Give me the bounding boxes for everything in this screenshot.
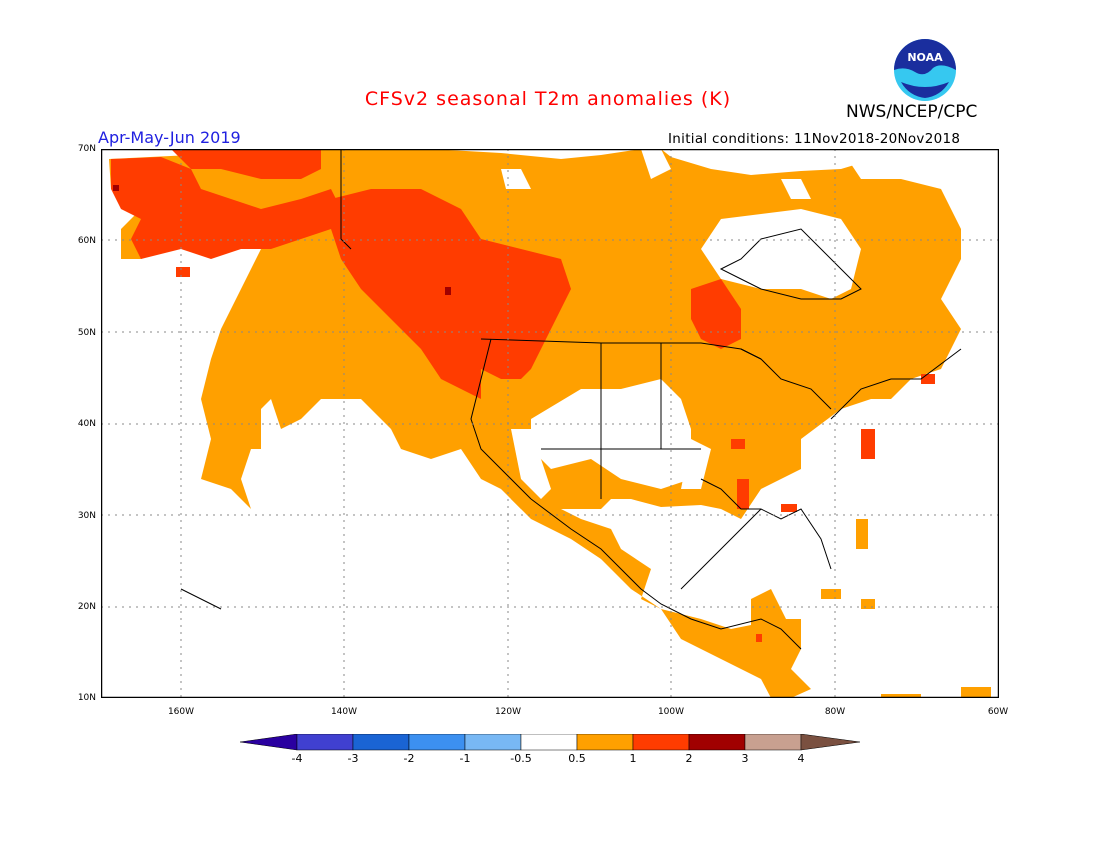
org-label: NWS/NCEP/CPC (846, 102, 978, 122)
colorbar-arrow-low (240, 734, 298, 751)
colorbar-bin (408, 734, 466, 751)
colorbar-label: 4 (797, 752, 805, 765)
colorbar (240, 734, 861, 751)
colorbar-label: 1 (629, 752, 637, 765)
colorbar-bin (352, 734, 410, 751)
colorbar-bin (296, 734, 354, 751)
colorbar-bin (688, 734, 746, 751)
colorbar-bin (744, 734, 802, 751)
colorbar-bin (632, 734, 690, 751)
season-label: Apr-May-Jun 2019 (98, 128, 241, 147)
lon-label-100w: 100W (657, 707, 685, 717)
colorbar-label: -2 (403, 752, 415, 765)
colorbar-label: -1 (459, 752, 471, 765)
colorbar-bin (520, 734, 578, 751)
colorbar-bin (464, 734, 522, 751)
lat-label-40n: 40N (77, 419, 96, 429)
title-text: CFSv2 seasonal T2m anomalies (K) (364, 88, 732, 110)
lon-label-60w: 60W (987, 707, 1009, 717)
lat-label-10n: 10N (77, 693, 96, 703)
colorbar-label: -0.5 (510, 752, 532, 765)
initial-conditions: Initial conditions: 11Nov2018-20Nov2018 (668, 131, 961, 147)
logo-text: NOAA (907, 51, 943, 64)
lat-label-50n: 50N (77, 328, 96, 338)
lat-label-60n: 60N (77, 236, 96, 246)
lon-label-160w: 160W (167, 707, 195, 717)
colorbar-label: -4 (291, 752, 303, 765)
lat-label-30n: 30N (77, 511, 96, 521)
coastlines (180, 149, 962, 650)
map-title: CFSv2 seasonal T2m anomalies (K) (0, 88, 1100, 110)
colorbar-label: 2 (685, 752, 693, 765)
lon-label-140w: 140W (330, 707, 358, 717)
colorbar-bin (576, 734, 634, 751)
noaa-logo: NOAA (893, 38, 957, 102)
lat-label-20n: 20N (77, 602, 96, 612)
anomaly-shading-2-3 (113, 185, 451, 295)
lat-label-70n: 70N (77, 144, 96, 154)
colorbar-arrow-high (800, 734, 861, 751)
colorbar-label: 3 (741, 752, 749, 765)
colorbar-label: -3 (347, 752, 359, 765)
colorbar-label: 0.5 (568, 752, 586, 765)
lon-label-120w: 120W (494, 707, 522, 717)
anomaly-shading-neutral (501, 149, 999, 499)
anomaly-map (101, 149, 999, 698)
graticule (101, 149, 999, 698)
lon-label-80w: 80W (824, 707, 846, 717)
